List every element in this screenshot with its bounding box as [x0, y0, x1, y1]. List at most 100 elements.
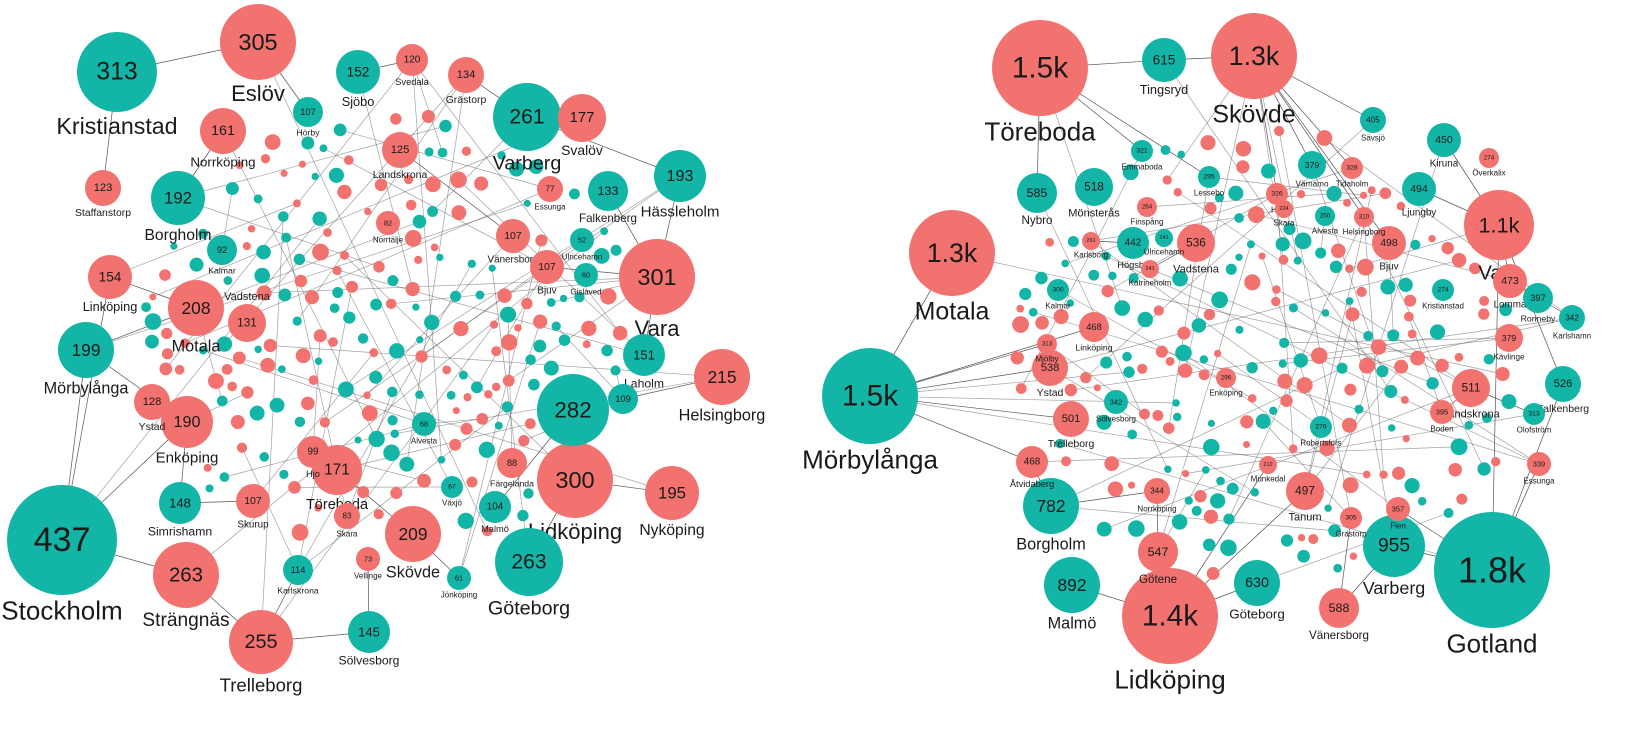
node-l-vaxjo[interactable]: 67 Växjö — [441, 476, 463, 508]
node-r-gotland[interactable]: 1.8k Gotland — [1434, 512, 1550, 659]
node-r-flen[interactable]: 357 Flen — [1386, 497, 1410, 531]
node-l-morbylanga[interactable]: 199 Mörbylånga — [44, 322, 130, 397]
node-r-munkedal[interactable]: 212 Munkedal — [1251, 456, 1286, 484]
node-r-solvesborg[interactable]: 342 Sölvesborg — [1096, 390, 1136, 424]
node-r-skovde[interactable]: 1.3k Skövde — [1211, 13, 1297, 129]
node-l-svedala[interactable]: 120 Svedala — [395, 44, 430, 87]
node-l-motala[interactable]: 208 Motala — [168, 280, 224, 355]
node-r-mjolby[interactable]: 313 Mjölby — [1035, 334, 1059, 364]
node-l-sjobo[interactable]: 152 Sjöbo — [336, 50, 380, 109]
node-l-vadstena[interactable]: 131 Vadstena — [224, 291, 271, 342]
node-r-karlshamn[interactable]: 342 Karlshamn — [1553, 305, 1591, 341]
node-l-norrtalje[interactable]: 82 Norrtälje — [373, 211, 404, 245]
node-r-kristianstad[interactable]: 274 Kristianstad — [1422, 279, 1464, 311]
node-l-falkenberg[interactable]: 133 Falkenberg — [579, 171, 637, 225]
node-r-falkenberg[interactable]: 526 Falkenberg — [1537, 366, 1589, 415]
node-r-malmo[interactable]: 892 Malmö — [1044, 557, 1100, 632]
node-r-tanum[interactable]: 497 Tanum — [1286, 472, 1324, 523]
node-r-katrineholm[interactable]: 241 Katrineholm — [1129, 260, 1172, 288]
node-l-varberg[interactable]: 261 Varberg — [493, 83, 562, 175]
node-r-varnamo[interactable]: 379 Värnamo — [1296, 151, 1329, 189]
node-l-malmo[interactable]: 104 Malmö — [479, 491, 511, 534]
node-r-boden[interactable]: 395 Boden — [1430, 400, 1454, 434]
node-r-atvidaberg[interactable]: 468 Åtvidaberg — [1010, 446, 1054, 489]
node-r-nybro[interactable]: 585 Nybro — [1017, 173, 1057, 227]
node-l-skovde[interactable]: 209 Skövde — [385, 506, 441, 581]
node-l-laholm[interactable]: 151 Laholm — [623, 334, 665, 391]
node-l-vellinge[interactable]: 73 Vellinge — [354, 547, 383, 581]
node-r-grastorp[interactable]: 305 Grästorp — [1335, 507, 1367, 539]
node-r-savsjo[interactable]: 405 Sävsjö — [1360, 107, 1386, 143]
node-r-kalmar[interactable]: 300 Kalmar — [1045, 279, 1071, 311]
node-r-lomma[interactable]: 473 Lomma — [1493, 264, 1527, 310]
node-r-skara[interactable]: 224 Skara — [1274, 200, 1295, 228]
node-l-hassleholm[interactable]: 193 Hässleholm — [641, 150, 720, 220]
node-l-linkoping[interactable]: 154 Linköping — [83, 255, 138, 314]
node-r-robertsfors[interactable]: 276 Robertsfors — [1300, 416, 1342, 448]
node-r-linkoping[interactable]: 468 Linköping — [1075, 312, 1113, 352]
node-r-varberg[interactable]: 955 Varberg — [1363, 515, 1426, 598]
node-l-staffanstorp[interactable]: 123 Staffanstorp — [75, 170, 131, 219]
node-r-hogsby[interactable]: 442 Högsby — [1117, 227, 1149, 270]
node-l-skurup[interactable]: 107 Skurup — [236, 484, 270, 530]
node-r-enkoping[interactable]: 296 Enköping — [1209, 368, 1243, 398]
node-r-essunga[interactable]: 339 Essunga — [1523, 452, 1555, 486]
node-l-strangnas[interactable]: 263 Strängnäs — [142, 542, 230, 631]
node-l-vanersborg[interactable]: 107 Vänersborg — [488, 219, 539, 265]
node-r-helsingborg[interactable]: 310 Helsingborg — [1343, 207, 1386, 237]
node-r-bjuv[interactable]: 498 Bjuv — [1372, 226, 1406, 272]
node-l-kalmar[interactable]: 92 Kalmar — [207, 235, 237, 275]
node-r-alvesta[interactable]: 250 Alvesta — [1312, 206, 1339, 236]
node-r-ulricehamn[interactable]: 241 Ulricehamn — [1144, 229, 1184, 257]
node-l-trelleborg[interactable]: 255 Trelleborg — [220, 610, 303, 696]
node-l-hjo[interactable]: 99 Hjo — [297, 436, 329, 479]
node-l-essunga[interactable]: 77 Essunga — [534, 176, 566, 212]
node-l-karlskrona[interactable]: 114 Karlskrona — [277, 555, 319, 595]
node-l-norrkoping[interactable]: 161 Norrköping — [190, 108, 256, 170]
node-r-motala[interactable]: 1.3k Motala — [909, 210, 995, 326]
node-l-helsingborg[interactable]: 215 Helsingborg — [679, 349, 766, 424]
node-r-ystad[interactable]: 538 Ystad — [1032, 350, 1068, 399]
node-l-borgholm[interactable]: 192 Borgholm — [144, 171, 212, 244]
node-l-ystad[interactable]: 128 Ystad — [134, 384, 170, 433]
node-r-gotene[interactable]: 547 Götene — [1138, 532, 1178, 586]
node-l-nykoping[interactable]: 195 Nyköping — [639, 466, 705, 539]
node-l-grastorp[interactable]: 134 Grästorp — [446, 57, 487, 106]
node-l-kungsbacka[interactable]: 109 — [608, 384, 638, 414]
node-l-enkoping[interactable]: 190 Enköping — [156, 396, 219, 466]
node-r-kavlinge[interactable]: 379 Kävlinge — [1493, 324, 1525, 362]
node-r-emmaboda[interactable]: 321 Emmaboda — [1122, 140, 1163, 172]
node-l-horby[interactable]: 107 Hörby — [293, 97, 323, 137]
node-r-tingsryd[interactable]: 615 Tingsryd — [1140, 38, 1188, 97]
node-l-alvesta[interactable]: 68 Alvesta — [411, 412, 438, 446]
node-l-skara[interactable]: 83 Skara — [334, 503, 360, 539]
node-l-halmstad[interactable]: 282 — [537, 374, 609, 446]
node-l-gislaved[interactable]: 60 Gislaved — [570, 263, 602, 297]
node-l-jonkoping[interactable]: 61 Jönköping — [441, 566, 477, 600]
node-l-eslov[interactable]: 305 Eslöv — [220, 4, 296, 106]
node-r-olofstrom[interactable]: 313 Olofström — [1517, 403, 1552, 435]
node-r-lidkoping[interactable]: 1.4k Lidköping — [1114, 568, 1226, 695]
node-r-goteborg[interactable]: 630 Göteborg — [1229, 560, 1285, 622]
node-r-norrkoping[interactable]: 344 Norrköping — [1137, 478, 1177, 514]
node-r-vanersborg[interactable]: 588 Vänersborg — [1309, 588, 1369, 642]
node-r-borgholm[interactable]: 782 Borgholm — [1016, 478, 1086, 553]
node-l-simrishamn[interactable]: 148 Simrishamn — [148, 482, 212, 539]
node-l-stockholm[interactable]: 437 Stockholm — [1, 485, 123, 626]
node-l-svalov[interactable]: 177 Svalöv — [558, 94, 606, 158]
node-l-kristianstad[interactable]: 313 Kristianstad — [56, 32, 178, 139]
node-r-ronneby[interactable]: 397 Ronneby — [1521, 283, 1556, 323]
node-l-landskrona[interactable]: 125 Landskrona — [373, 132, 428, 181]
node-r-trelleborg[interactable]: 501 Trelleborg — [1048, 401, 1095, 450]
node-r-karlsborg[interactable]: 261 Karlsborg — [1074, 232, 1108, 260]
node-l-solvesborg[interactable]: 145 Sölvesborg — [339, 611, 400, 668]
node-r-toreboda[interactable]: 1.5k Töreboda — [984, 20, 1096, 147]
node-r-kiruna[interactable]: 450 Kiruna — [1427, 123, 1461, 169]
node-r-ljungby[interactable]: 494 Ljungby — [1402, 172, 1437, 218]
node-l-bjuv[interactable]: 107 Bjuv — [530, 250, 564, 296]
node-l-ulricehamn[interactable]: 52 Ulricehamn — [562, 228, 602, 262]
node-r-morbylanga[interactable]: 1.5k Mörbylånga — [802, 348, 938, 475]
